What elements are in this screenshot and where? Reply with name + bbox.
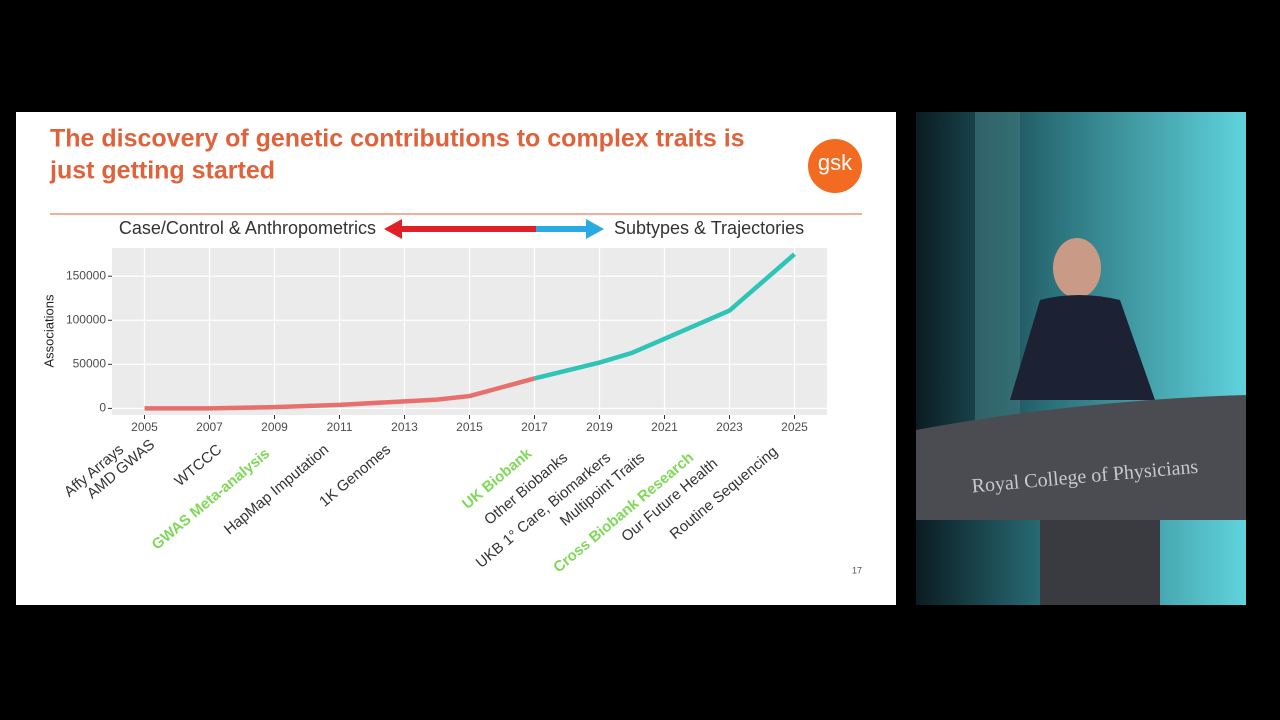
x-tick-label: 2013 xyxy=(391,420,418,434)
speaker-video: Royal College of Physicians xyxy=(916,112,1246,605)
header-left: Case/Control & Anthropometrics xyxy=(119,218,376,238)
x-tick-label: 2015 xyxy=(456,420,483,434)
x-tick-label: 2005 xyxy=(131,420,158,434)
podium xyxy=(916,395,1246,520)
pillar xyxy=(975,112,1020,432)
logo xyxy=(808,139,862,193)
y-tick-label: 150000 xyxy=(66,268,106,282)
arrow-head xyxy=(586,219,604,239)
x-tick-label: 2007 xyxy=(196,420,223,434)
y-tick-label: 0 xyxy=(99,401,106,415)
header-right: Subtypes & Trajectories xyxy=(614,218,804,238)
line-series xyxy=(144,376,536,411)
slide-title: The discovery of genetic contributions t… xyxy=(50,125,745,153)
line-series xyxy=(533,252,796,381)
head xyxy=(1053,238,1101,298)
x-tick-label: 2021 xyxy=(651,420,678,434)
x-tick-label: 2009 xyxy=(261,420,288,434)
slide-title: just getting started xyxy=(49,157,275,185)
x-tick-label: 2019 xyxy=(586,420,613,434)
y-tick-label: 50000 xyxy=(73,356,107,370)
logo-text: gsk xyxy=(818,150,853,175)
x-tick-label: 2023 xyxy=(716,420,743,434)
x-tick-label: 2011 xyxy=(327,420,353,434)
x-tick-label: 2017 xyxy=(521,420,548,434)
y-tick-label: 100000 xyxy=(66,312,106,326)
arrow-head xyxy=(384,219,402,239)
page-number: 17 xyxy=(852,565,862,575)
podium-base xyxy=(1040,520,1160,605)
x-tick-label: 2025 xyxy=(781,420,808,434)
body xyxy=(1010,295,1155,400)
y-axis-label: Associations xyxy=(41,294,56,367)
